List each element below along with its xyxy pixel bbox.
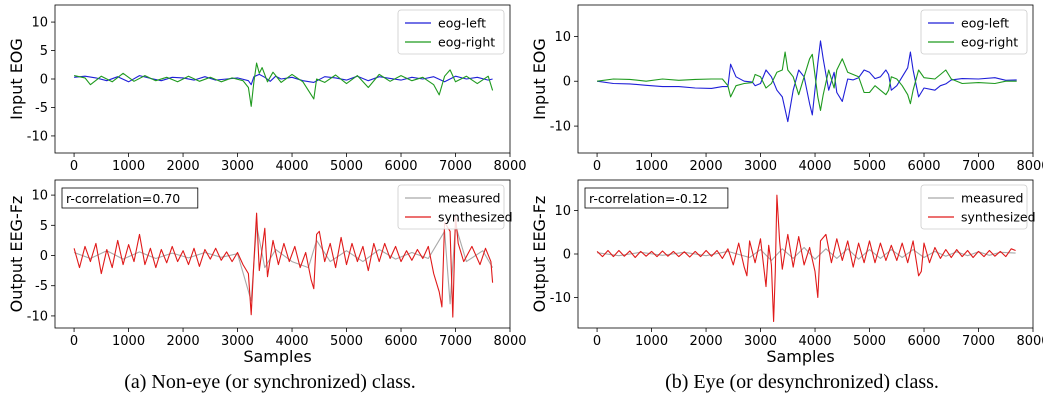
y-tick-label: 10 — [31, 189, 48, 204]
x-tick-label: 6000 — [384, 334, 417, 349]
y-axis-label: Output EEG-Fz — [530, 196, 549, 313]
x-tick-label: 3000 — [221, 334, 254, 349]
x-tick-label: 6000 — [907, 334, 940, 349]
series-line-eog-right — [73, 62, 494, 107]
x-tick-label: 5000 — [853, 159, 886, 174]
y-tick-label: 10 — [554, 204, 571, 219]
caption-b: (b) Eye (or desynchronized) class. — [665, 371, 939, 393]
y-tick-label: 5 — [40, 219, 48, 234]
legend-box — [397, 184, 505, 230]
chart-panel-a-bottom: 0 1000 2000 3000 4000 5000 6000 7000 8000 -10 -5 0 5… — [7, 179, 527, 366]
legend-label-measured: measured — [438, 191, 500, 206]
y-tick-label: 0 — [40, 249, 48, 264]
y-tick-label: -10 — [27, 309, 48, 324]
x-tick-label: 5000 — [853, 334, 886, 349]
series-line-eog-left — [597, 40, 1017, 123]
chart-panel-b-top: 0 1000 2000 3000 4000 5000 6000 7000 8000 -10 0 10 I… — [530, 4, 1043, 174]
y-axis-label: Input EOG — [7, 38, 26, 120]
x-tick-label: 5000 — [330, 334, 363, 349]
x-tick-label: 6000 — [384, 159, 417, 174]
legend-box — [920, 184, 1028, 230]
x-tick-label: 7000 — [439, 159, 472, 174]
y-tick-label: -10 — [550, 120, 571, 135]
x-tick-label: 8000 — [493, 159, 526, 174]
y-tick-label: 10 — [31, 16, 48, 31]
x-tick-label: 8000 — [1016, 334, 1043, 349]
x-tick-label: 1000 — [635, 334, 668, 349]
x-tick-label: 6000 — [907, 159, 940, 174]
chart-panel-b-bottom: 0 1000 2000 3000 4000 5000 6000 7000 8000 -10 0 10 O… — [530, 179, 1043, 366]
x-tick-label: 0 — [70, 159, 78, 174]
chart-panel-a-top: 0 1000 2000 3000 4000 5000 6000 7000 8000 -10 -5 0 5… — [7, 4, 527, 174]
x-tick-label: 3000 — [744, 159, 777, 174]
legend-box — [397, 9, 505, 55]
y-tick-label: -10 — [550, 291, 571, 306]
x-tick-label: 4000 — [798, 159, 831, 174]
x-tick-label: 0 — [593, 334, 601, 349]
series-line-measured — [73, 224, 494, 305]
x-tick-label: 1000 — [635, 159, 668, 174]
x-axis-label: Samples — [766, 347, 834, 366]
legend-label-measured: measured — [961, 191, 1023, 206]
y-tick-label: -5 — [35, 101, 48, 116]
plot-frame — [577, 4, 1034, 154]
correlation-label: r-correlation=-0.12 — [589, 191, 708, 206]
x-axis-label: Samples — [243, 347, 311, 366]
series-line-synthesized — [596, 194, 1016, 323]
x-tick-label: 7000 — [439, 334, 472, 349]
x-tick-label: 2000 — [690, 334, 723, 349]
y-tick-label: 5 — [40, 44, 48, 59]
x-tick-label: 0 — [593, 159, 601, 174]
x-tick-label: 0 — [70, 334, 78, 349]
x-tick-label: 7000 — [962, 159, 995, 174]
y-tick-label: 0 — [563, 75, 571, 90]
series-line-eog-right — [597, 51, 1017, 111]
x-tick-label: 5000 — [330, 159, 363, 174]
x-tick-label: 3000 — [744, 334, 777, 349]
x-tick-label: 4000 — [798, 334, 831, 349]
correlation-box — [61, 187, 199, 209]
x-tick-label: 4000 — [275, 159, 308, 174]
x-tick-label: 1000 — [112, 159, 145, 174]
x-tick-label: 2000 — [167, 334, 200, 349]
y-tick-label: 0 — [563, 248, 571, 263]
y-tick-label: 0 — [40, 73, 48, 88]
legend-label-eog-right: eog-right — [438, 35, 495, 50]
caption-a: (a) Non-eye (or synchronized) class. — [124, 371, 416, 393]
x-tick-label: 8000 — [1016, 159, 1043, 174]
correlation-box — [584, 187, 729, 209]
legend-box — [920, 9, 1028, 55]
correlation-label: r-correlation=0.70 — [66, 191, 180, 206]
x-tick-label: 2000 — [167, 159, 200, 174]
y-tick-label: 10 — [554, 30, 571, 45]
y-tick-label: -10 — [27, 129, 48, 144]
legend-label-eog-left: eog-left — [438, 16, 486, 31]
x-tick-label: 1000 — [112, 334, 145, 349]
y-axis-label: Input EOG — [530, 38, 549, 120]
y-axis-label: Output EEG-Fz — [7, 196, 26, 313]
x-tick-label: 7000 — [962, 334, 995, 349]
legend-label-eog-left: eog-left — [961, 16, 1009, 31]
legend-label-synthesized: synthesized — [961, 210, 1036, 225]
x-tick-label: 8000 — [493, 334, 526, 349]
series-line-synthesized — [73, 212, 494, 318]
plot-frame — [54, 179, 511, 329]
y-tick-label: -5 — [35, 279, 48, 294]
x-tick-label: 2000 — [690, 159, 723, 174]
legend-label-synthesized: synthesized — [438, 210, 513, 225]
x-tick-label: 3000 — [221, 159, 254, 174]
legend-label-eog-right: eog-right — [961, 35, 1018, 50]
figure: 0 1000 2000 3000 4000 5000 6000 7000 8000-10-505… — [7, 4, 1043, 366]
x-tick-label: 4000 — [275, 334, 308, 349]
